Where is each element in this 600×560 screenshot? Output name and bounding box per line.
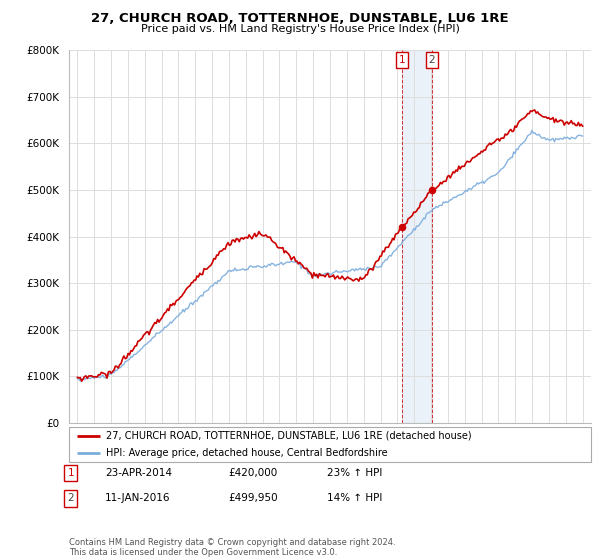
Text: 14% ↑ HPI: 14% ↑ HPI [327,493,382,503]
Text: Contains HM Land Registry data © Crown copyright and database right 2024.
This d: Contains HM Land Registry data © Crown c… [69,538,395,557]
FancyBboxPatch shape [69,427,591,462]
Text: Price paid vs. HM Land Registry's House Price Index (HPI): Price paid vs. HM Land Registry's House … [140,24,460,34]
Text: 23-APR-2014: 23-APR-2014 [105,468,172,478]
Point [427,185,437,194]
Text: 27, CHURCH ROAD, TOTTERNHOE, DUNSTABLE, LU6 1RE: 27, CHURCH ROAD, TOTTERNHOE, DUNSTABLE, … [91,12,509,25]
Text: 11-JAN-2016: 11-JAN-2016 [105,493,170,503]
Text: HPI: Average price, detached house, Central Bedfordshire: HPI: Average price, detached house, Cent… [106,449,387,458]
Bar [402,50,432,423]
Text: 2: 2 [428,55,435,65]
Text: £499,950: £499,950 [228,493,278,503]
Point [397,223,407,232]
Text: 1: 1 [399,55,406,65]
Text: 2: 2 [67,493,74,503]
Text: £420,000: £420,000 [228,468,277,478]
Text: 1: 1 [67,468,74,478]
Text: 27, CHURCH ROAD, TOTTERNHOE, DUNSTABLE, LU6 1RE (detached house): 27, CHURCH ROAD, TOTTERNHOE, DUNSTABLE, … [106,431,471,441]
Text: 23% ↑ HPI: 23% ↑ HPI [327,468,382,478]
